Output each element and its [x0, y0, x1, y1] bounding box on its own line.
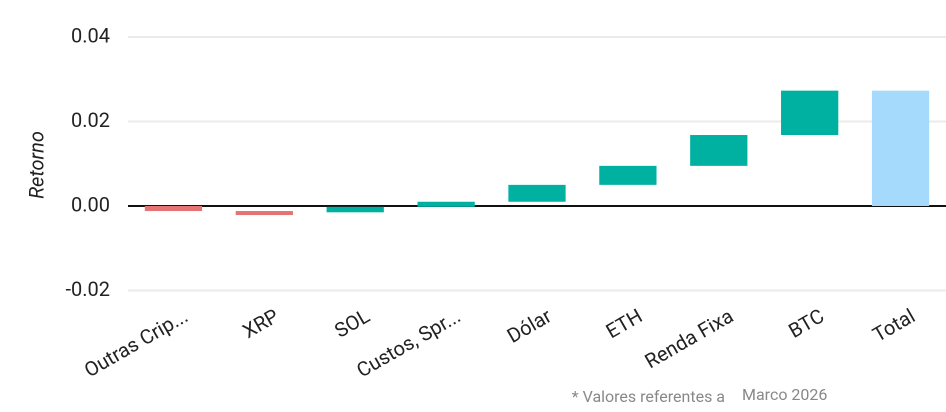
x-tick-label: Renda Fixa [641, 304, 738, 374]
x-tick-label: BTC [784, 304, 828, 343]
x-tick-label: ETH [602, 304, 647, 344]
x-tick-label: XRP [238, 304, 282, 344]
x-tick-label: Total [868, 304, 919, 347]
y-tick-label: 0.02 [71, 108, 110, 132]
bar [599, 165, 657, 185]
bar [690, 135, 748, 166]
x-tick-label: Outras Crip... [80, 304, 192, 383]
bar [326, 206, 384, 213]
x-tick-label: Custos, Spr... [352, 304, 464, 383]
x-tick-label: SOL [330, 303, 374, 342]
footnote: * Valores referentes a [572, 387, 725, 406]
bar [417, 201, 475, 207]
bar [144, 205, 203, 212]
bar [235, 211, 293, 216]
bar [871, 90, 930, 206]
x-tick-label: Dólar [503, 303, 556, 347]
y-tick-label: 0.00 [71, 192, 110, 216]
footnote-date: Marco 2026 [742, 385, 827, 404]
bar [508, 184, 566, 202]
bar [781, 90, 839, 136]
y-tick-label: 0.04 [71, 23, 110, 47]
y-tick-label: -0.02 [65, 277, 110, 301]
y-axis-label: Retorno [24, 131, 48, 199]
